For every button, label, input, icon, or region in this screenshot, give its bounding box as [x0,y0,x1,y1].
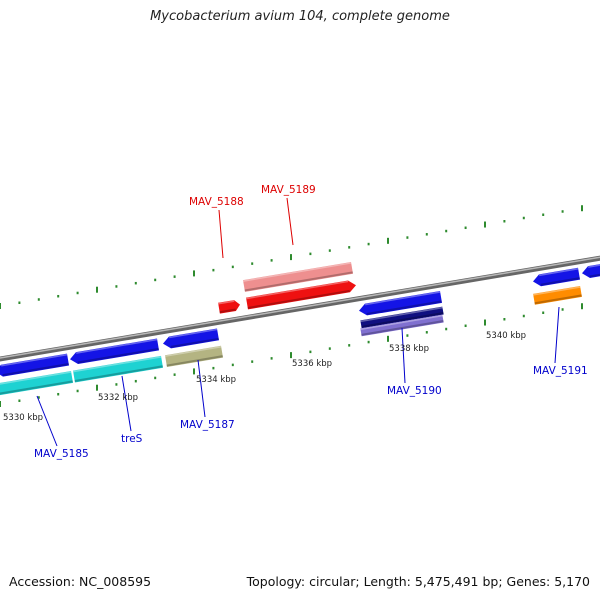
gene-cyan-gloss [0,371,72,385]
gene-arrow-reverse-shade [366,300,442,315]
gene-cyan-shade [0,380,73,395]
gene-label: treS [121,433,143,445]
gene-arrow-reverse [70,338,159,364]
gene-olive-shade [166,355,223,367]
genome-title: Mycobacterium avium 104, complete genome [150,9,450,24]
topology-label: Topology: circular; Length: 5,475,491 bp… [246,574,590,589]
scale-label: 5334 kbp [196,375,236,385]
scale-ticks [0,205,583,407]
gene-label: MAV_5187 [180,419,235,431]
gene-pink [243,261,353,292]
gene-navy [360,306,444,329]
gene-arrow-reverse-shade [77,347,159,364]
gene-arrow-forward [246,280,356,310]
gene-olive [165,345,223,368]
gene-label: MAV_5185 [34,448,89,460]
gene-arrow-reverse-gloss [365,291,441,306]
scale-label: 5332 kbp [98,393,138,403]
gene-label: MAV_5190 [387,385,442,397]
gene-cyan [73,355,163,383]
genome-backbone [0,255,600,362]
gene-arrow-forward-shade [219,308,236,314]
gene-arrow-forward-shade [247,289,350,309]
leader-line [36,395,58,447]
gene-arrow-reverse [582,264,600,278]
leader-line [218,209,224,259]
gene-arrow-reverse [359,290,442,316]
gene-orange [533,285,582,305]
accession-label: Accession: NC_008595 [9,574,152,589]
gene-arrow-reverse-gloss [169,328,218,339]
scale-label: 5338 kbp [389,344,429,354]
scale-label: 5336 kbp [292,359,332,369]
gene-cyan-shade [74,365,163,382]
gene-cyan-gloss [73,356,162,373]
gene-arrow-forward [218,300,240,314]
gene-arrow-reverse-shade [170,337,219,348]
leader-line [401,327,406,384]
scale-label: 5340 kbp [486,331,526,341]
gene-pink-gloss [243,262,352,282]
gene-features [0,261,600,396]
gene-arrow-reverse-gloss [1,353,68,367]
gene-purple [360,314,444,337]
gene-label: MAV_5189 [261,184,316,196]
gene-purple-gloss [360,314,443,331]
gene-arrow-forward-gloss [218,300,235,305]
gene-labels: MAV_5188 MAV_5189 MAV_5190 MAV_5191 MAV_5185… [34,184,588,460]
leader-line [197,359,206,418]
gene-orange-gloss [533,286,581,296]
gene-orange-shade [534,294,582,305]
gene-purple-shade [361,320,444,336]
gene-arrow-reverse [533,267,580,287]
gene-arrow-reverse [163,328,219,349]
gene-arrow-reverse-gloss [588,264,600,268]
leader-line [554,306,560,364]
gene-olive-gloss [165,346,222,357]
gene-arrow-reverse-gloss [539,268,579,277]
scale-label: 5330 kbp [3,413,43,423]
backbone-highlight [0,256,600,359]
gene-arrow-reverse-shade [589,273,600,278]
leader-line [286,197,294,246]
gene-arrow-reverse-gloss [76,338,158,354]
gene-arrow-reverse-shade [540,277,580,286]
gene-arrow-reverse [0,353,69,377]
gene-label: MAV_5188 [189,196,244,208]
gene-arrow-forward-gloss [246,280,349,300]
backbone-line [0,255,600,362]
gene-arrow-reverse-shade [2,363,69,377]
gene-pink-shade [244,271,353,292]
label-leaders [36,197,560,447]
gene-cyan [0,370,73,396]
gene-label: MAV_5191 [533,365,588,377]
gene-navy-gloss [360,306,443,323]
leader-line [121,375,132,432]
scale-labels: 5330 kbp 5332 kbp 5334 kbp 5336 kbp 5338 kbp… [3,331,526,423]
gene-navy-shade [361,312,444,328]
